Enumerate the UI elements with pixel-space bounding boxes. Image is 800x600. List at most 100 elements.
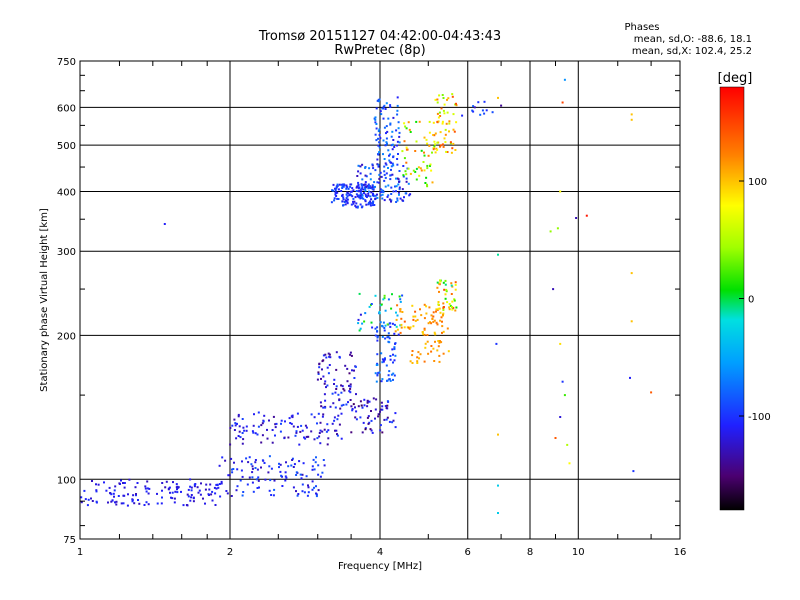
data-point: [391, 162, 394, 165]
data-point: [445, 290, 448, 293]
data-point: [307, 435, 310, 438]
data-point: [386, 142, 388, 145]
data-point: [387, 117, 390, 120]
data-point: [442, 312, 445, 315]
data-point: [426, 183, 428, 186]
data-point: [95, 489, 98, 492]
data-point: [268, 455, 271, 458]
data-point: [287, 436, 290, 439]
data-point: [409, 131, 412, 133]
data-point: [305, 426, 308, 429]
data-point: [405, 146, 408, 149]
data-point: [131, 499, 134, 501]
data-point: [364, 193, 367, 196]
data-point: [359, 400, 362, 403]
data-point: [344, 199, 347, 202]
data-point: [398, 193, 400, 196]
data-point: [361, 163, 364, 166]
data-point: [432, 134, 435, 136]
data-point: [377, 137, 379, 140]
data-point: [401, 188, 404, 191]
data-point: [266, 437, 269, 440]
data-point: [235, 437, 238, 440]
data-point: [393, 374, 396, 377]
data-point: [444, 128, 447, 131]
data-point: [233, 461, 235, 464]
data-point: [330, 201, 333, 204]
data-point: [481, 109, 484, 112]
data-point: [426, 167, 429, 170]
data-point: [375, 123, 378, 125]
data-point: [445, 288, 448, 291]
data-point: [432, 320, 435, 323]
data-point: [253, 413, 255, 416]
data-point: [323, 464, 326, 467]
data-point: [355, 190, 358, 192]
data-point: [364, 166, 367, 168]
data-point: [189, 478, 192, 481]
data-point: [313, 468, 316, 471]
data-point: [342, 204, 345, 207]
data-point: [432, 146, 435, 149]
data-point: [299, 430, 302, 433]
data-point: [429, 164, 431, 167]
data-point: [280, 474, 283, 477]
data-point: [167, 488, 170, 491]
data-point: [365, 175, 368, 178]
data-point: [585, 214, 588, 217]
data-point: [256, 433, 259, 436]
data-point: [315, 456, 317, 459]
data-point: [261, 459, 264, 462]
data-point: [351, 408, 354, 410]
data-point: [313, 438, 316, 441]
data-point: [382, 105, 385, 108]
data-point: [361, 186, 364, 189]
data-point: [274, 426, 277, 429]
data-point: [171, 491, 174, 494]
data-point: [284, 475, 287, 478]
data-point: [334, 429, 336, 432]
data-point: [440, 144, 443, 147]
plot-frame: [79, 60, 681, 540]
data-point: [351, 195, 354, 198]
data-point: [346, 202, 349, 205]
data-point: [409, 172, 412, 175]
data-point: [435, 310, 437, 313]
data-point: [418, 174, 421, 177]
data-point: [491, 111, 494, 114]
data-point: [302, 462, 305, 465]
data-point: [231, 424, 234, 427]
data-point: [247, 461, 250, 464]
data-point: [118, 482, 121, 485]
data-point: [405, 161, 408, 164]
data-point: [455, 104, 458, 107]
data-point: [190, 496, 193, 499]
data-point: [409, 326, 412, 329]
data-point: [237, 413, 240, 416]
data-point: [425, 138, 428, 141]
data-point: [396, 328, 399, 331]
data-point: [382, 191, 385, 194]
data-point: [319, 429, 322, 432]
data-point: [364, 428, 367, 431]
data-point: [146, 480, 149, 483]
data-point: [111, 499, 114, 502]
data-point: [436, 120, 439, 123]
data-point: [395, 190, 397, 193]
data-point: [311, 488, 314, 491]
data-point: [374, 408, 377, 411]
data-point: [385, 407, 388, 409]
data-point: [362, 421, 365, 424]
data-point: [321, 360, 324, 363]
data-point: [445, 122, 448, 125]
data-point: [376, 99, 379, 102]
data-point: [396, 104, 399, 107]
data-point: [369, 200, 372, 203]
data-point: [382, 321, 385, 324]
data-point: [189, 499, 192, 502]
data-point: [146, 487, 149, 490]
data-point: [349, 385, 352, 388]
data-point: [279, 430, 282, 433]
data-point: [381, 324, 383, 327]
data-point: [372, 192, 374, 195]
